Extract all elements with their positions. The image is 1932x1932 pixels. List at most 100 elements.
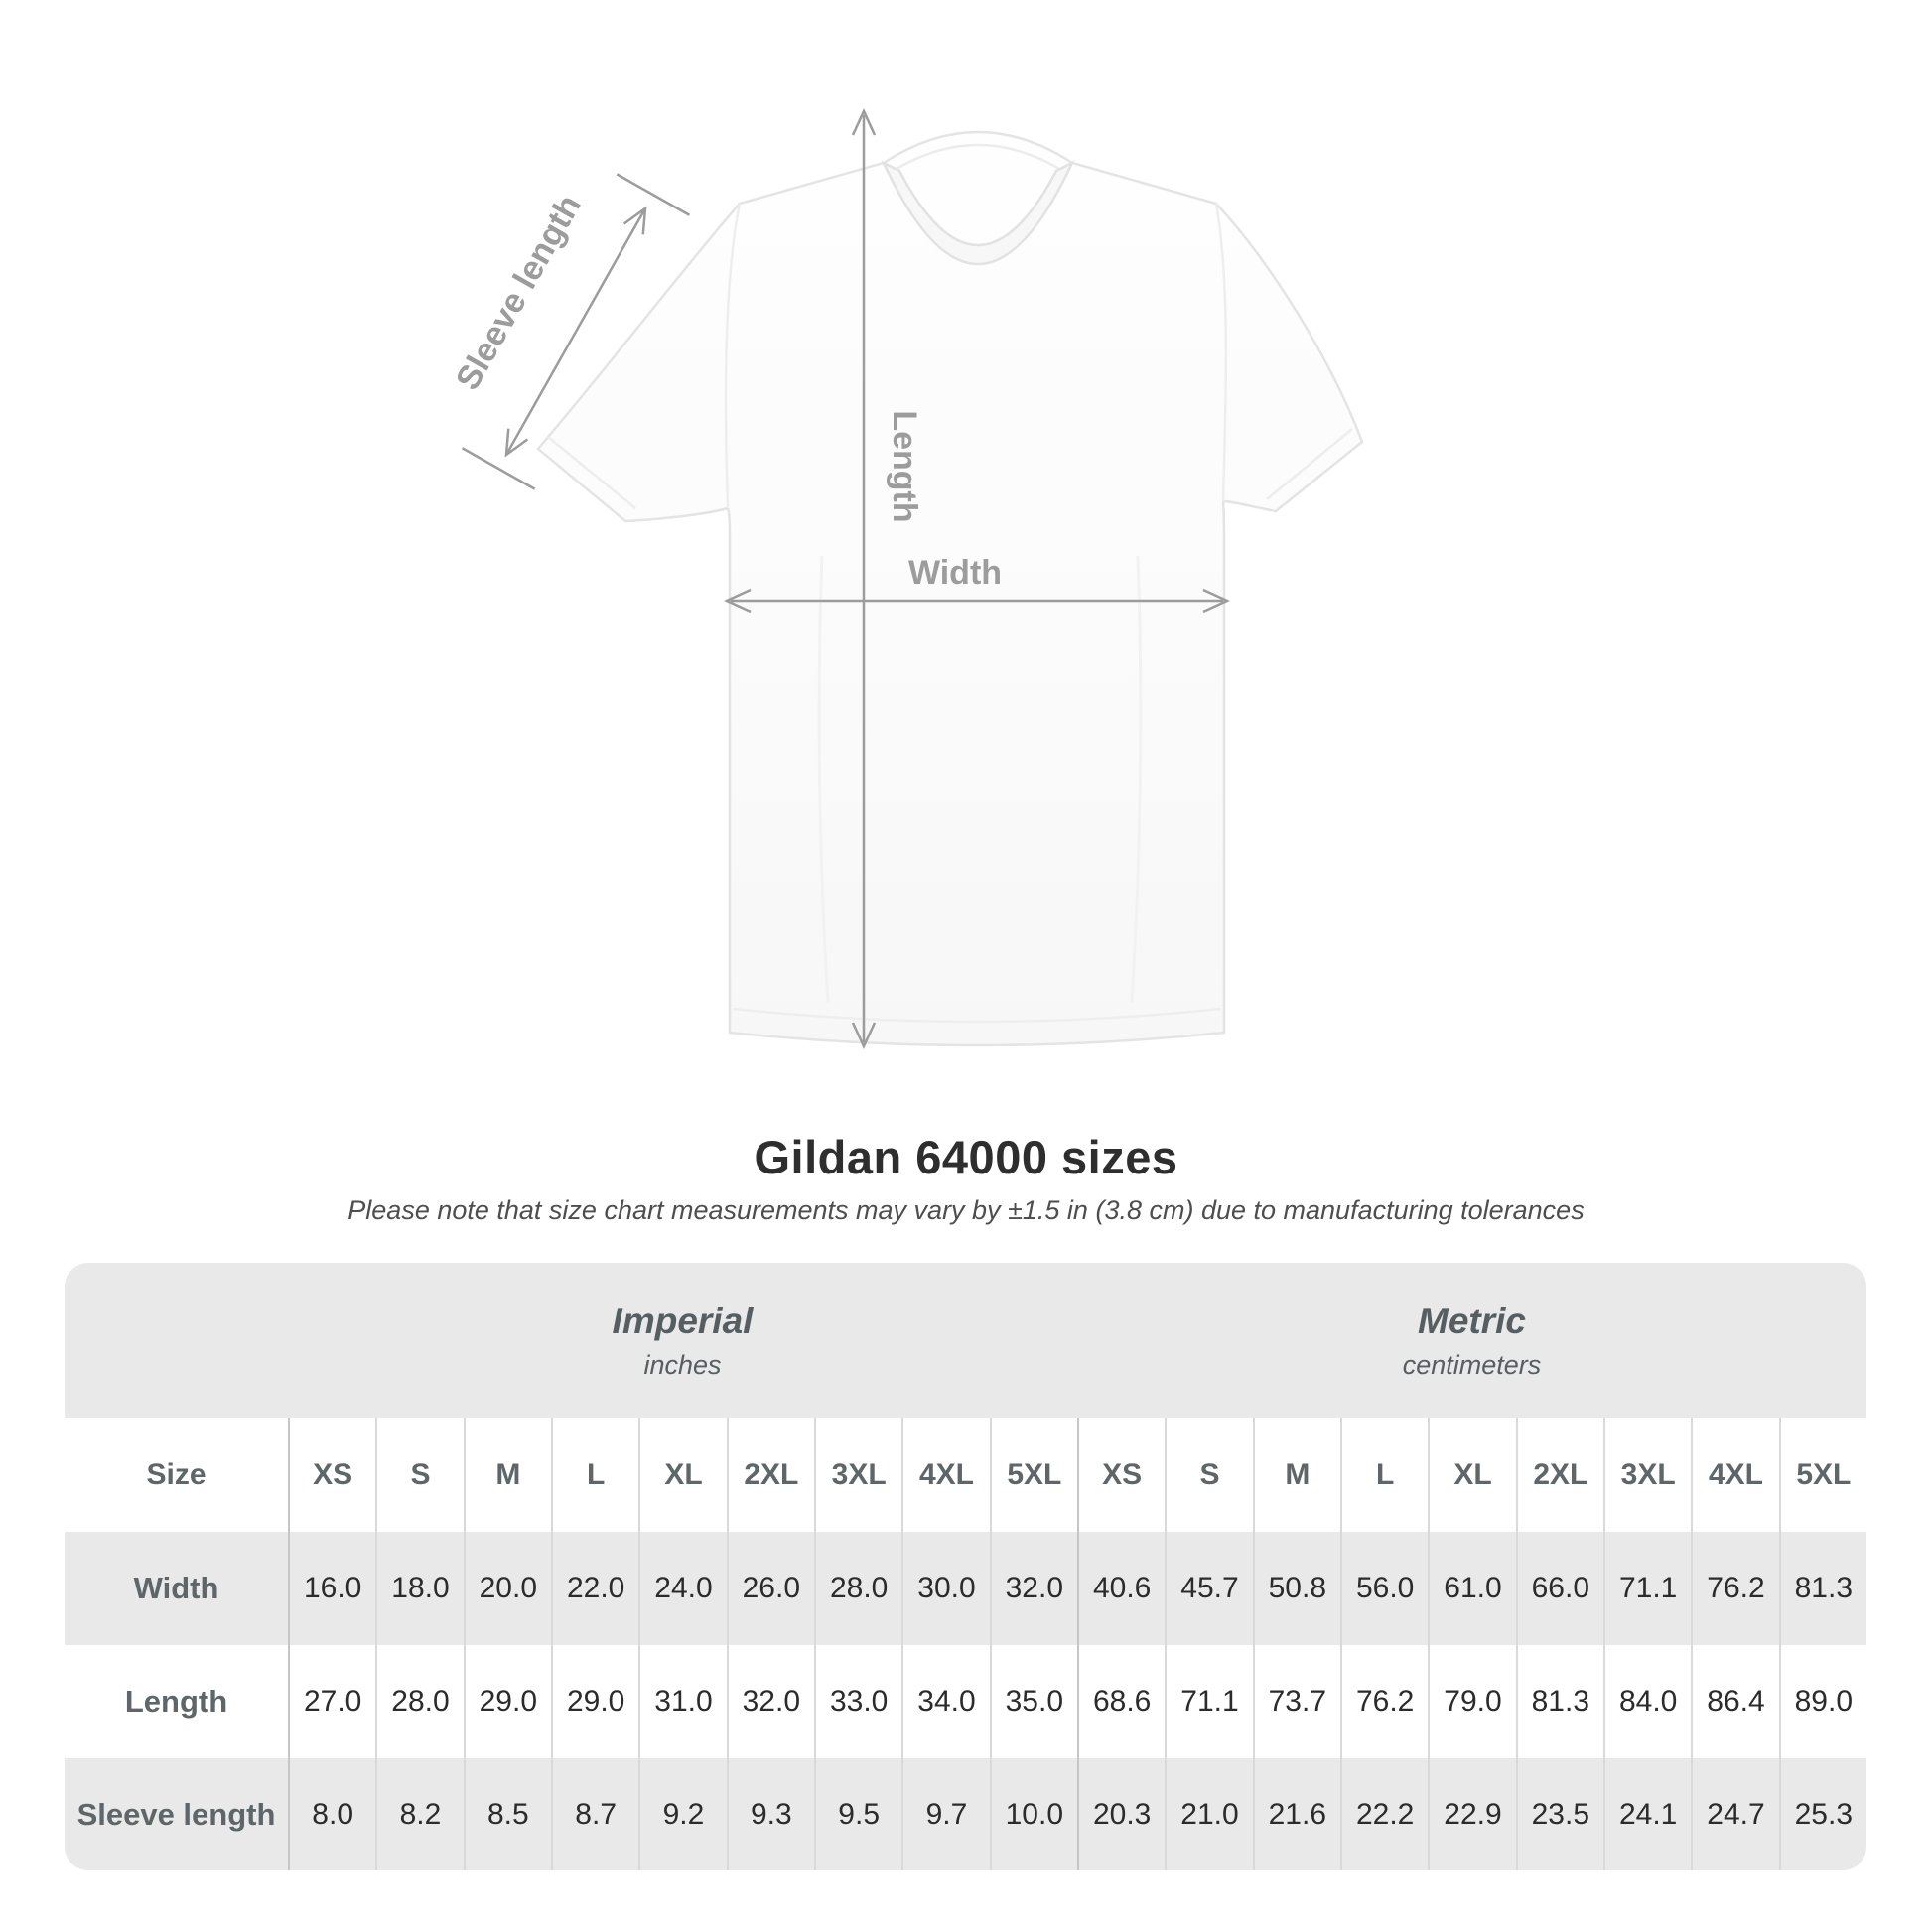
size-column-header: 3XL [1603,1418,1691,1532]
imperial-unit-label: inches [643,1349,722,1380]
table-cell: 81.3 [1778,1532,1866,1645]
metric-unit-label: centimeters [1402,1349,1542,1380]
table-cell: 28.0 [814,1532,901,1645]
table-cell: 24.7 [1691,1758,1778,1870]
tshirt-left-armhole-seam [724,203,742,509]
table-cell: 31.0 [638,1645,726,1758]
size-header-row: Size XS S M L XL 2XL 3XL 4XL 5XL XS S M L XL 2XL 3XL 4XL 5… [65,1418,1866,1532]
table-cell: 21.0 [1165,1758,1252,1870]
table-cell: 71.1 [1165,1645,1252,1758]
table-cell: 24.0 [638,1532,726,1645]
table-cell: 45.7 [1165,1532,1252,1645]
table-cell: 9.7 [901,1758,989,1870]
tshirt-right-armhole-seam [1214,203,1228,502]
sleeve-length-dimension-line [504,207,647,456]
table-cell: 86.4 [1691,1645,1778,1758]
metric-label: Metric [1418,1300,1526,1341]
tshirt-collar [881,160,1075,266]
size-column-header: XS [288,1418,375,1532]
tshirt-diagram: Length Width Sleeve length [449,107,1364,1050]
table-cell: 8.5 [463,1758,551,1870]
table-cell: 22.2 [1340,1758,1428,1870]
size-column-header: 3XL [814,1418,901,1532]
size-column-header: XS [1077,1418,1165,1532]
table-cell: 35.0 [989,1645,1077,1758]
table-cell: 9.2 [638,1758,726,1870]
table-cell: 20.0 [463,1532,551,1645]
table-cell: 8.7 [551,1758,638,1870]
table-cell: 32.0 [726,1645,814,1758]
table-cell: 9.3 [726,1758,814,1870]
table-cell: 71.1 [1603,1532,1691,1645]
tshirt-back-collar [896,143,1060,171]
table-cell: 84.0 [1603,1645,1691,1758]
table-cell: 29.0 [463,1645,551,1758]
size-column-header: M [1252,1418,1340,1532]
sleeve-length-label: Sleeve length [449,189,589,396]
table-cell: 22.0 [551,1532,638,1645]
row-label: Sleeve length [76,1796,276,1832]
table-cell: 40.6 [1077,1532,1165,1645]
imperial-label: Imperial [612,1300,754,1341]
width-dimension [723,588,1231,614]
size-column-header: 4XL [901,1418,989,1532]
row-label: Length [124,1684,228,1719]
table-cell: 79.0 [1428,1645,1515,1758]
table-cell: 25.3 [1778,1758,1866,1870]
size-column-header: S [375,1418,463,1532]
table-cell: 34.0 [901,1645,989,1758]
size-column-header: 2XL [1515,1418,1603,1532]
sleeve-length-dimension [461,173,691,490]
table-cell: 21.6 [1252,1758,1340,1870]
table-cell: 29.0 [551,1645,638,1758]
table-cell: 9.5 [814,1758,901,1870]
table-cell: 33.0 [814,1645,901,1758]
width-label: Width [908,554,1002,592]
table-cell: 27.0 [288,1645,375,1758]
table-cell: 50.8 [1252,1532,1340,1645]
tshirt-hem-seam [732,1007,1222,1024]
table-cell: 8.2 [375,1758,463,1870]
row-label: Width [133,1571,219,1605]
tshirt-left-cuff-seam [547,436,636,509]
table-cell: 24.1 [1603,1758,1691,1870]
table-cell: 61.0 [1428,1532,1515,1645]
table-row: Sleeve length 8.0 8.2 8.5 8.7 9.2 9.3 9.5 9.7 10.… [65,1758,1866,1870]
table-cell: 89.0 [1778,1645,1866,1758]
size-column-header: M [463,1418,551,1532]
table-cell: 23.5 [1515,1758,1603,1870]
table-cell: 68.6 [1077,1645,1165,1758]
size-table: Imperial inches Metric centimeters Size X… [65,1263,1866,1870]
table-cell: 30.0 [901,1532,989,1645]
size-column-header: XL [1428,1418,1515,1532]
table-row: Length 27.0 28.0 29.0 29.0 31.0 32.0 33.0 34.0 35… [65,1645,1866,1758]
size-table-grid: Size XS S M L XL 2XL 3XL 4XL 5XL XS S M L XL 2XL 3XL 4XL 5… [65,1418,1866,1870]
table-cell: 20.3 [1077,1758,1165,1870]
size-column-header: 2XL [726,1418,814,1532]
table-cell: 32.0 [989,1532,1077,1645]
length-label: Length [886,410,923,522]
table-cell: 22.9 [1428,1758,1515,1870]
size-column-header: 5XL [989,1418,1077,1532]
size-column-header: 5XL [1778,1418,1866,1532]
size-column-header: S [1165,1418,1252,1532]
table-cell: 28.0 [375,1645,463,1758]
size-corner-label: Size [146,1457,207,1491]
table-cell: 81.3 [1515,1645,1603,1758]
table-row: Width 16.0 18.0 20.0 22.0 24.0 26.0 28.0 30.0 32.… [65,1532,1866,1645]
table-cell: 76.2 [1691,1532,1778,1645]
metric-group: Metric centimeters [1077,1263,1866,1418]
units-band: Imperial inches Metric centimeters [65,1263,1866,1418]
imperial-group: Imperial inches [288,1263,1077,1418]
table-cell: 66.0 [1515,1532,1603,1645]
size-column-header: 4XL [1691,1418,1778,1532]
size-column-header: L [551,1418,638,1532]
size-column-header: L [1340,1418,1428,1532]
table-cell: 16.0 [288,1532,375,1645]
tshirt-wrinkle [817,555,830,1004]
table-cell: 26.0 [726,1532,814,1645]
tshirt-right-cuff-seam [1266,428,1353,500]
page-title: Gildan 64000 sizes [754,1131,1178,1183]
table-cell: 56.0 [1340,1532,1428,1645]
tolerance-note: Please note that size chart measurements… [347,1195,1585,1225]
